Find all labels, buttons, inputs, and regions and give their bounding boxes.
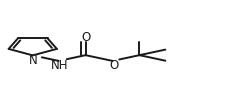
Text: O: O	[109, 59, 118, 72]
Text: N: N	[29, 54, 38, 67]
Text: O: O	[81, 31, 90, 44]
Text: NH: NH	[51, 59, 69, 72]
